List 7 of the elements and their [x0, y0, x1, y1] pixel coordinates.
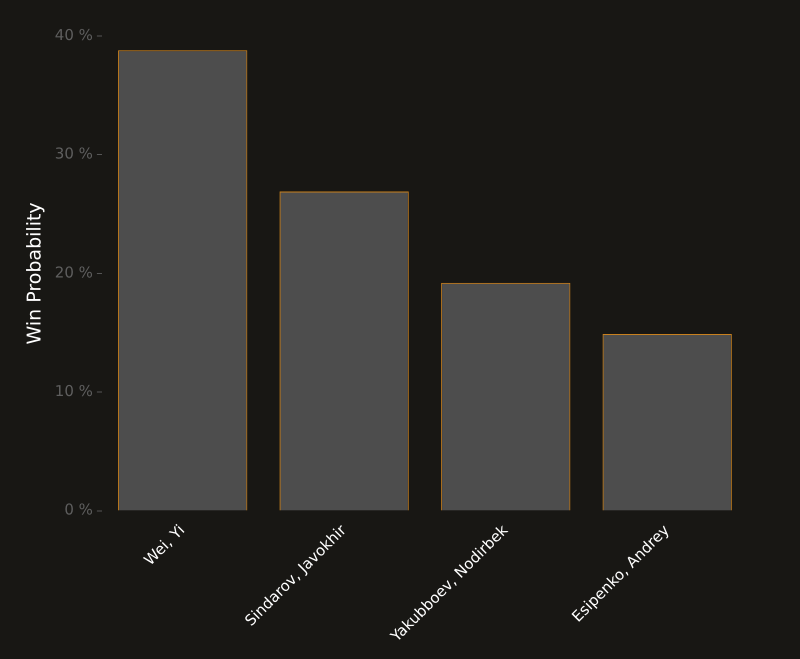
y-tick-label: 20 %: [54, 263, 93, 282]
x-tick-label: Wei, Yi: [140, 521, 188, 569]
y-tick-label: 10 %: [54, 382, 93, 400]
y-tick-label: 40 %: [54, 26, 93, 44]
y-tick-label: 0 %: [64, 500, 93, 519]
y-axis-title: Win Probability: [23, 202, 46, 345]
y-tick-label: 30 %: [54, 144, 93, 163]
